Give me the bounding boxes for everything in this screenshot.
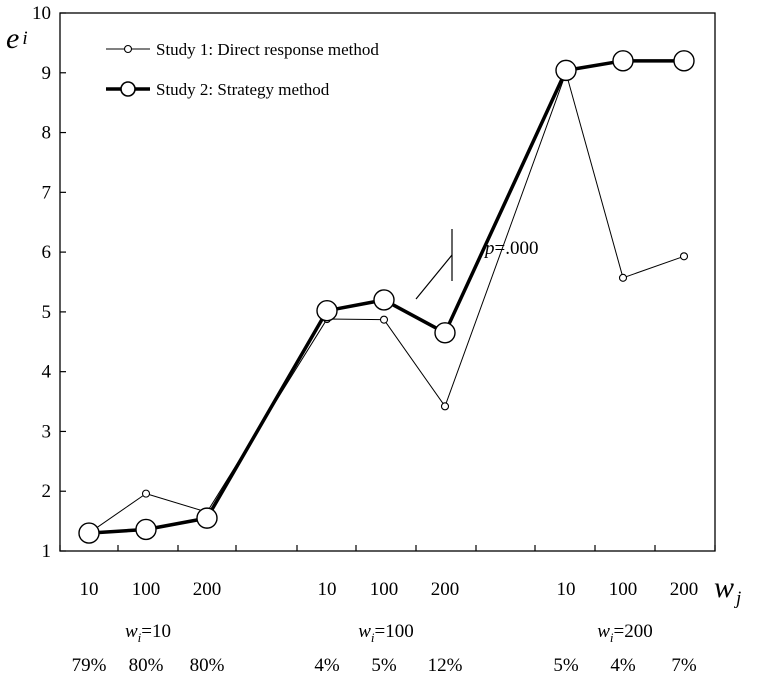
data-point [440, 402, 450, 411]
x-tick-label: 100 [370, 579, 399, 600]
group-label: wi=100 [358, 621, 414, 645]
data-point [612, 50, 634, 72]
percentage-label: 79% [72, 655, 107, 675]
plot-area [59, 12, 716, 552]
x-tick-label: 200 [670, 579, 699, 600]
y-tick-label: 2 [42, 481, 52, 502]
y-tick-label: 3 [42, 421, 52, 442]
data-point [78, 522, 100, 544]
data-point [373, 289, 395, 311]
percentage-label: 80% [190, 655, 225, 675]
percentage-label: 4% [314, 655, 340, 675]
y-tick-label: 5 [42, 302, 52, 323]
y-tick-label: 10 [32, 3, 51, 24]
data-point [555, 59, 577, 82]
y-tick-label: 4 [42, 362, 52, 383]
legend: Study 1: Direct response method Study 2: … [106, 40, 379, 99]
annotation-layer: p=.000 [415, 229, 538, 300]
data-point [434, 322, 456, 344]
x-tick-label: 10 [557, 579, 576, 600]
percentage-label: 12% [428, 655, 463, 675]
legend-label: Study 2: Strategy method [156, 80, 330, 99]
plot-frame [59, 12, 716, 552]
y-tick-label: 8 [42, 123, 52, 144]
data-point [679, 252, 689, 261]
data-point [618, 273, 628, 282]
x-tick-label: 10 [80, 579, 99, 600]
x-tick-label: 10 [318, 579, 337, 600]
legend-marker [120, 81, 136, 97]
percentage-label: 5% [553, 655, 579, 675]
legend-item-study-1: Study 1: Direct response method [106, 40, 379, 59]
y-tick-label: 9 [42, 63, 52, 84]
axis-labels: e i w j [6, 22, 741, 609]
legend-marker [123, 44, 133, 54]
x-tick-label: 200 [193, 579, 222, 600]
data-point [196, 507, 218, 529]
x-axis: 10 100 200 wi=10 79% 80% 80% 10 100 200 wi=100 4% 5%… [59, 545, 716, 676]
data-point [673, 50, 695, 72]
percentage-label: 4% [610, 655, 636, 675]
y-tick-label: 7 [42, 182, 52, 203]
legend-item-study-2: Study 2: Strategy method [106, 80, 330, 99]
percentage-label: 80% [129, 655, 164, 675]
y-axis: 1 2 3 4 5 6 7 8 9 10 [32, 3, 66, 562]
data-point [316, 299, 338, 322]
annotation-text: p=.000 [483, 238, 538, 259]
x-tick-label: 100 [609, 579, 638, 600]
legend-label: Study 1: Direct response method [156, 40, 379, 59]
annotation-connector [415, 254, 453, 300]
series-layer [78, 50, 695, 544]
percentage-label: 5% [371, 655, 397, 675]
y-tick-label: 1 [42, 541, 52, 562]
data-point [141, 489, 151, 498]
series-study-2 [78, 50, 695, 544]
data-point [379, 315, 389, 324]
percentage-label: 7% [671, 655, 697, 675]
x-tick-label: 100 [132, 579, 161, 600]
x-tick-label: 200 [431, 579, 460, 600]
group-label: wi=200 [597, 621, 653, 645]
group-label: wi=10 [125, 621, 171, 645]
data-point [135, 518, 157, 541]
y-tick-label: 6 [42, 242, 52, 263]
